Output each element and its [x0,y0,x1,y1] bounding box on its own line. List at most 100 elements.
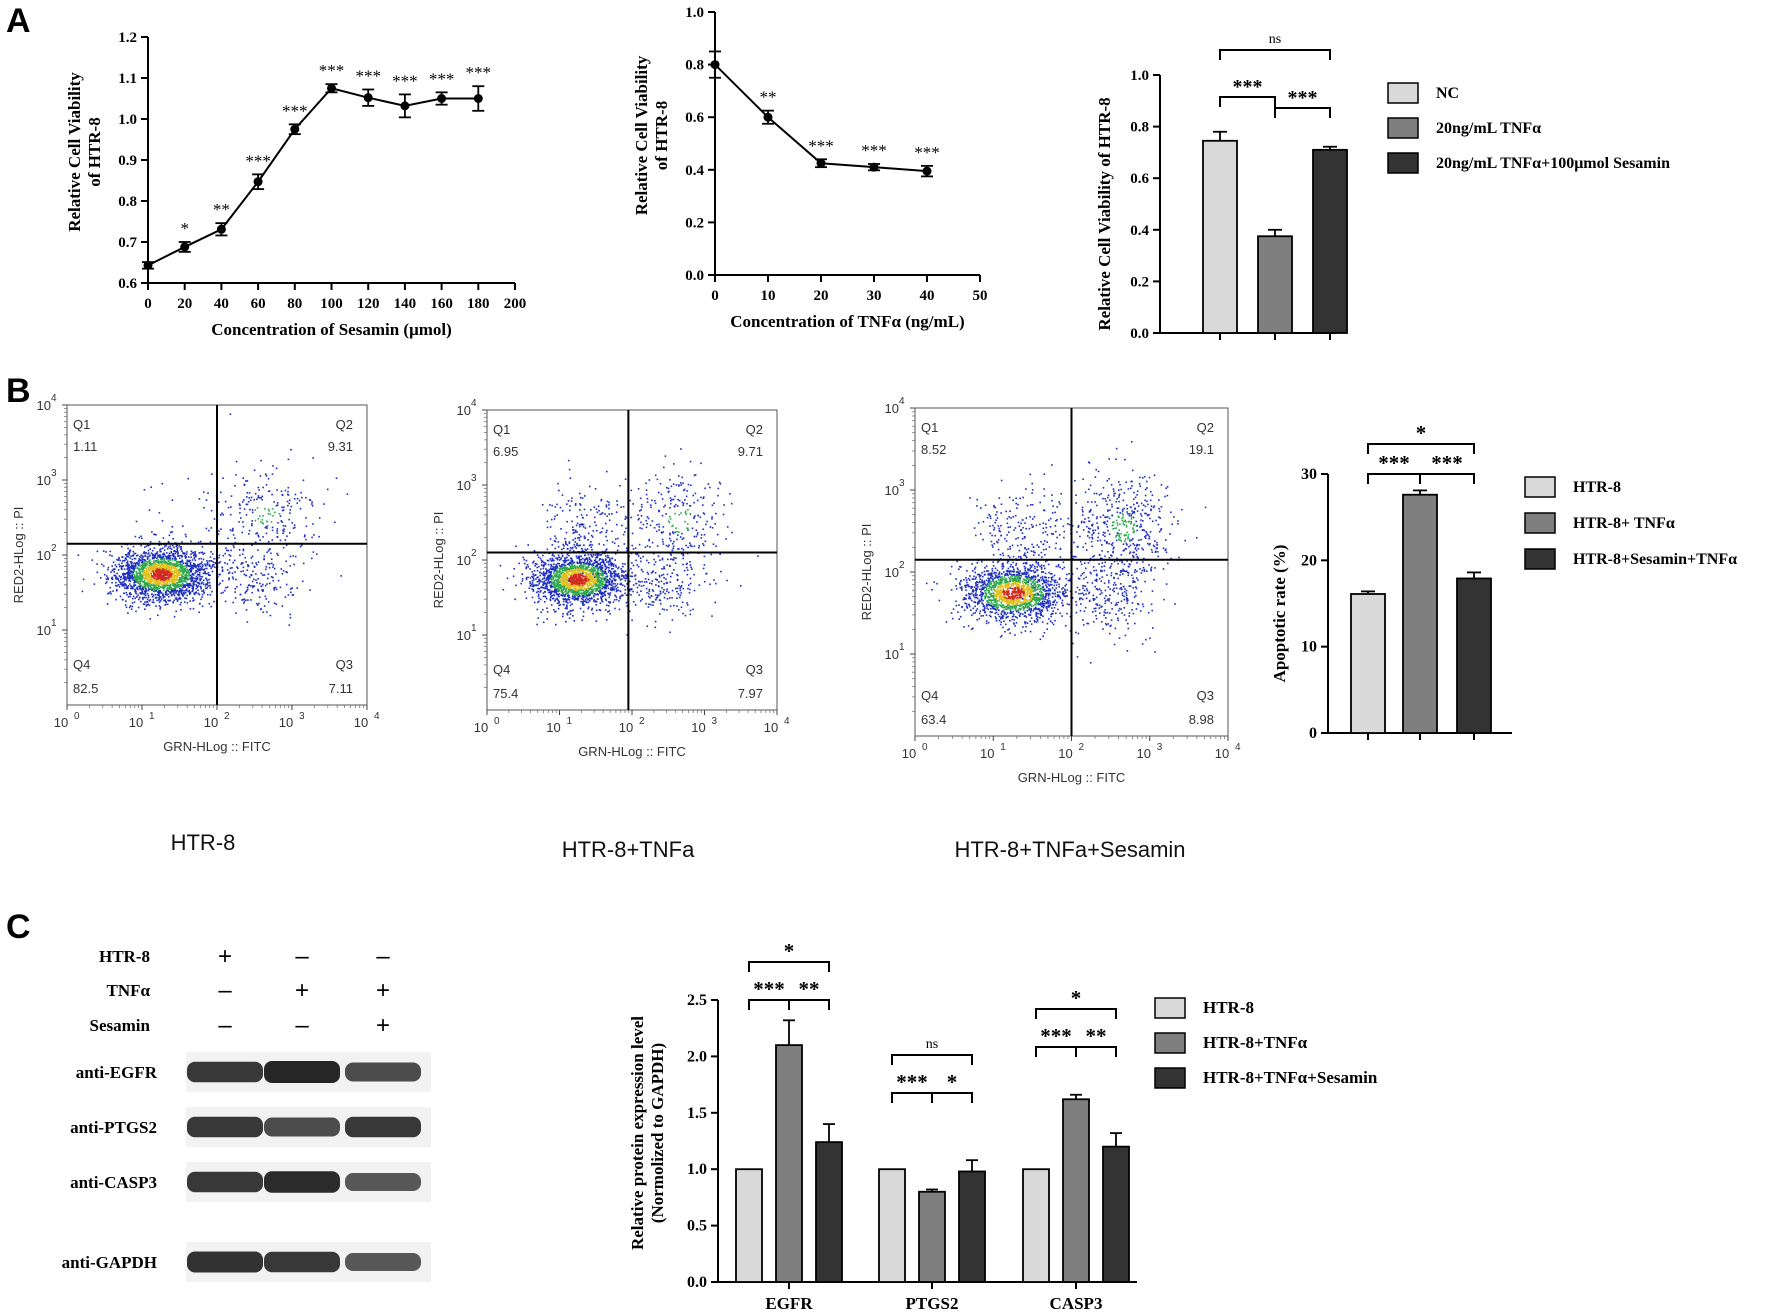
scatter-point [311,501,313,503]
scatter-point [548,578,551,580]
scatter-point [566,556,568,559]
scatter-point [571,577,574,579]
scatter-point [181,581,183,583]
scatter-point [557,589,560,591]
scatter-point [591,609,593,611]
scatter-point [559,558,562,561]
scatter-point [585,566,587,568]
scatter-point [186,589,188,592]
scatter-point [557,571,559,573]
scatter-point [600,579,603,581]
scatter-point [592,574,594,577]
scatter-point [245,609,248,611]
scatter-point [592,592,594,595]
scatter-point [139,573,142,576]
scatter-point [130,574,133,576]
scatter-point [582,604,584,606]
scatter-point [261,495,264,498]
scatter-point [672,483,675,485]
scatter-point [254,519,257,522]
scatter-point [600,593,603,596]
scatter-point [247,599,249,601]
scatter-point [242,548,245,551]
scatter-point [142,587,144,589]
scatter-point [711,516,713,518]
scatter-point [597,586,599,589]
scatter-point [175,610,177,613]
scatter-point [164,600,167,603]
scatter-point [694,492,697,495]
scatter-point [256,532,258,534]
scatter-point [173,570,176,572]
data-point [363,93,373,103]
scatter-point [578,544,580,547]
scatter-point [281,509,284,512]
scatter-point [159,591,161,594]
scatter-point [144,559,146,562]
scatter-point [228,578,230,581]
scatter-point [135,520,138,523]
scatter-point [623,577,625,579]
scatter-point [134,581,137,583]
scatter-point [264,584,267,587]
scatter-point [142,564,145,566]
scatter-point [296,497,299,500]
scatter-point [578,584,581,586]
scatter-point [159,565,162,567]
scatter-point [173,589,176,592]
scatter-point [155,534,157,536]
scatter-point [244,556,246,559]
scatter-point [731,531,733,534]
scatter-point [313,534,315,536]
scatter-point [607,611,609,613]
scatter-point [193,577,195,579]
scatter-point [587,598,589,601]
scatter-point [143,489,146,491]
scatter-point [244,592,247,594]
scatter-point [553,559,555,562]
panel-a2-line-chart: 0.00.20.40.60.81.00 10 20 30 40 50Concentrati… [632,5,988,331]
data-point [143,260,153,270]
scatter-point [571,567,573,569]
scatter-point [603,562,605,564]
scatter-point [256,507,259,509]
scatter-point [597,598,599,600]
scatter-point [543,561,545,564]
scatter-point [201,596,203,598]
scatter-point [645,526,648,529]
scatter-point [555,557,557,559]
scatter-point [312,457,314,459]
scatter-point [588,588,590,591]
scatter-point [606,576,609,578]
scatter-point [591,570,593,573]
scatter-point [594,559,597,561]
scatter-point [257,535,260,538]
scatter-point [525,567,527,570]
scatter-point [224,552,226,555]
scatter-point [617,566,620,569]
scatter-point [543,564,545,566]
scatter-point [267,490,270,493]
scatter-point [176,570,178,573]
scatter-point [224,600,227,603]
scatter-point [147,596,150,599]
scatter-point [130,576,133,579]
scatter-point [578,571,580,574]
scatter-point [571,582,574,584]
scatter-point [150,577,153,580]
scatter-point [195,555,197,558]
scatter-point [177,555,179,557]
scatter-point [581,566,583,568]
scatter-point [132,570,135,572]
scatter-point [580,577,583,580]
scatter-point [550,604,553,606]
scatter-point [557,554,560,557]
scatter-point [535,584,538,586]
scatter-point [96,563,98,565]
scatter-point [540,611,542,613]
scatter-point [193,593,196,596]
scatter-point [144,563,146,566]
scatter-point [572,615,574,617]
scatter-point [603,572,606,575]
